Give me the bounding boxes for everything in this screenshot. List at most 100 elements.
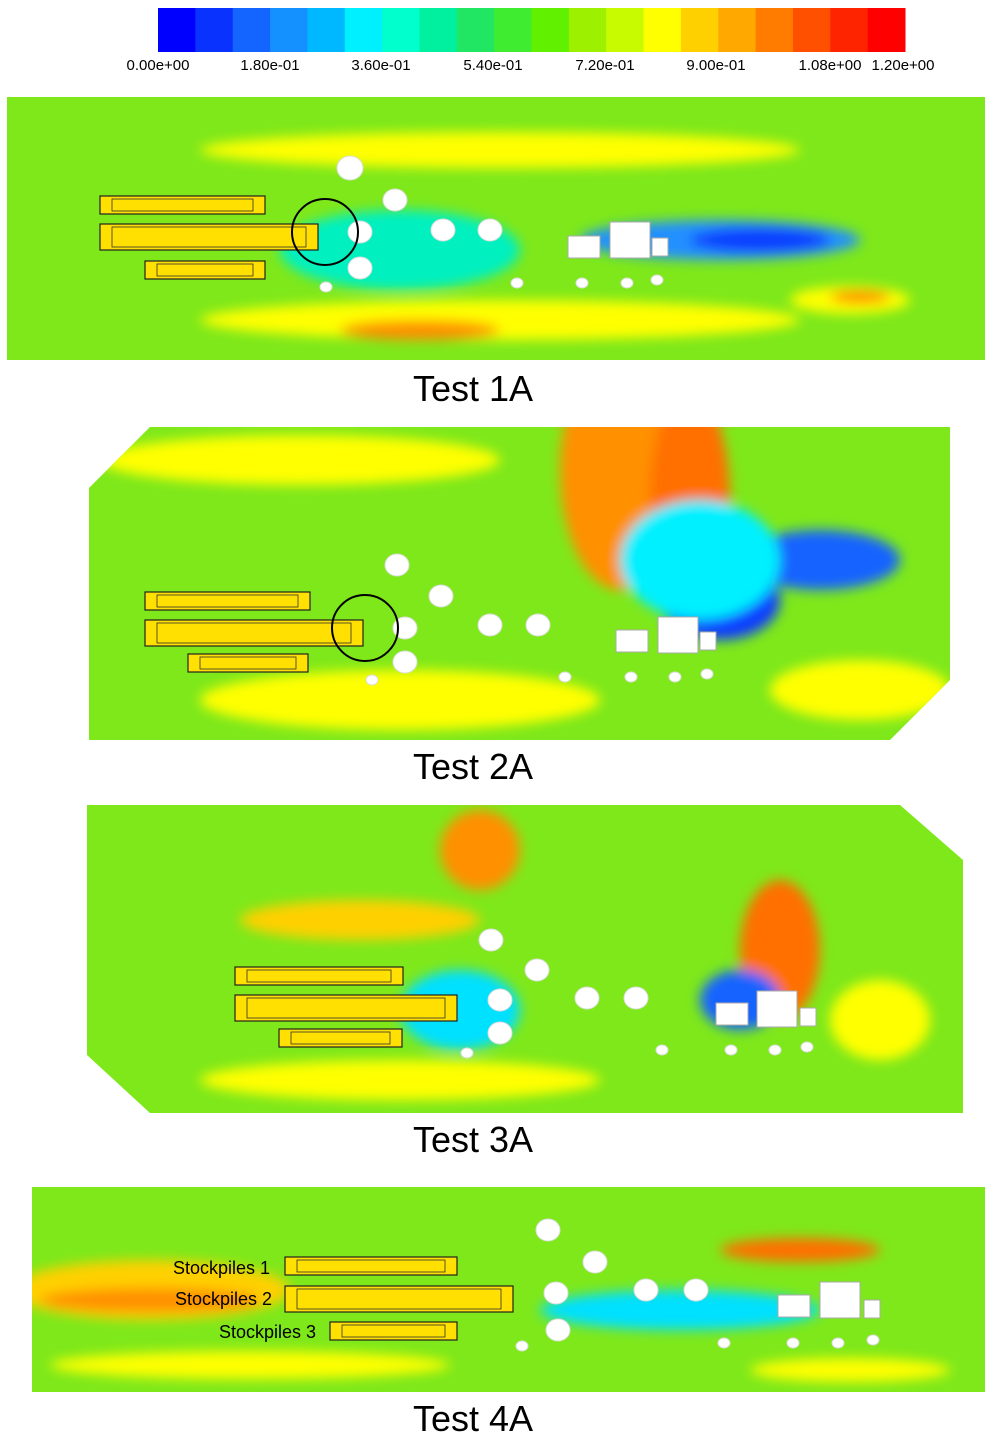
colorbar: 0.00e+00 1.80e-01 3.60e-01 5.40e-01 7.20e-01… bbox=[127, 8, 935, 74]
tank bbox=[624, 987, 648, 1009]
contour-region bbox=[200, 132, 800, 168]
stockpile-label: Stockpiles 3 bbox=[219, 1322, 316, 1342]
tank bbox=[656, 1045, 668, 1055]
stockpile bbox=[285, 1286, 513, 1312]
contour-region bbox=[770, 660, 950, 720]
color-band bbox=[233, 8, 271, 52]
color-band bbox=[644, 8, 682, 52]
tank bbox=[634, 1279, 658, 1301]
color-band bbox=[569, 8, 607, 52]
color-band bbox=[606, 8, 644, 52]
building bbox=[716, 1003, 748, 1025]
color-band bbox=[457, 8, 495, 52]
contour-region bbox=[620, 500, 780, 620]
tank bbox=[479, 929, 503, 951]
tank bbox=[576, 278, 588, 288]
building bbox=[652, 238, 668, 256]
color-band bbox=[681, 8, 719, 52]
tank bbox=[511, 278, 523, 288]
tank bbox=[526, 614, 550, 636]
tank bbox=[651, 275, 663, 285]
building bbox=[610, 222, 650, 258]
stockpile bbox=[145, 620, 363, 646]
contour-region bbox=[440, 810, 520, 890]
tank bbox=[669, 672, 681, 682]
building bbox=[568, 236, 600, 258]
tank bbox=[385, 554, 409, 576]
colorbar-tick-label: 5.40e-01 bbox=[463, 57, 522, 74]
color-band bbox=[158, 8, 196, 52]
contour-region bbox=[200, 300, 800, 340]
colorbar-tick-label: 1.80e-01 bbox=[240, 57, 299, 74]
colorbar-tick-label: 3.60e-01 bbox=[351, 57, 410, 74]
building bbox=[700, 632, 716, 650]
stockpile-label: Stockpiles 2 bbox=[175, 1289, 272, 1309]
panel-caption: Test 1A bbox=[413, 368, 533, 409]
tank bbox=[516, 1341, 528, 1351]
color-band bbox=[793, 8, 831, 52]
color-band bbox=[868, 8, 906, 52]
color-band bbox=[345, 8, 383, 52]
contour-region bbox=[690, 228, 830, 252]
tank bbox=[575, 987, 599, 1009]
contour-region bbox=[830, 291, 890, 303]
tank bbox=[546, 1319, 570, 1341]
contour-region bbox=[200, 1060, 600, 1100]
tank bbox=[429, 585, 453, 607]
contour-region bbox=[100, 435, 500, 485]
color-band bbox=[756, 8, 794, 52]
tank bbox=[488, 1022, 512, 1044]
panel bbox=[10, 1187, 985, 1392]
tank bbox=[393, 651, 417, 673]
color-band bbox=[718, 8, 756, 52]
tank bbox=[431, 219, 455, 241]
tank bbox=[536, 1219, 560, 1241]
tank bbox=[684, 1279, 708, 1301]
tank bbox=[525, 959, 549, 981]
tank bbox=[718, 1338, 730, 1348]
tank bbox=[583, 1251, 607, 1273]
building bbox=[757, 991, 797, 1027]
tank bbox=[867, 1335, 879, 1345]
tank bbox=[348, 257, 372, 279]
building bbox=[616, 630, 648, 652]
tank bbox=[621, 278, 633, 288]
colorbar-tick-label: 0.00e+00 bbox=[127, 57, 190, 74]
color-band bbox=[307, 8, 345, 52]
color-band bbox=[195, 8, 233, 52]
stockpile-label: Stockpiles 1 bbox=[173, 1258, 270, 1278]
panel-caption: Test 2A bbox=[413, 746, 533, 787]
tank bbox=[725, 1045, 737, 1055]
tank bbox=[769, 1045, 781, 1055]
contour-region bbox=[200, 670, 600, 730]
tank bbox=[461, 1048, 473, 1058]
building bbox=[778, 1295, 810, 1317]
building bbox=[658, 617, 698, 653]
tank bbox=[801, 1042, 813, 1052]
colorbar-tick-label: 1.08e+00 bbox=[799, 57, 862, 74]
building bbox=[820, 1282, 860, 1318]
contour-region bbox=[830, 980, 930, 1060]
panel-caption: Test 4A bbox=[413, 1398, 533, 1436]
tank bbox=[701, 669, 713, 679]
tank bbox=[559, 672, 571, 682]
tank bbox=[320, 282, 332, 292]
tank bbox=[625, 672, 637, 682]
color-band bbox=[270, 8, 308, 52]
tank bbox=[832, 1338, 844, 1348]
colorbar-tick-label: 9.00e-01 bbox=[686, 57, 745, 74]
contour-region bbox=[720, 1238, 880, 1262]
tank bbox=[478, 219, 502, 241]
panel bbox=[87, 805, 963, 1113]
tank bbox=[348, 221, 372, 243]
stockpile bbox=[100, 224, 318, 250]
panel bbox=[7, 97, 985, 360]
contour-region bbox=[750, 1358, 950, 1382]
tank bbox=[383, 189, 407, 211]
colorbar-tick-label: 7.20e-01 bbox=[575, 57, 634, 74]
color-band bbox=[494, 8, 532, 52]
color-band bbox=[830, 8, 868, 52]
tank bbox=[366, 675, 378, 685]
tank bbox=[337, 156, 363, 180]
